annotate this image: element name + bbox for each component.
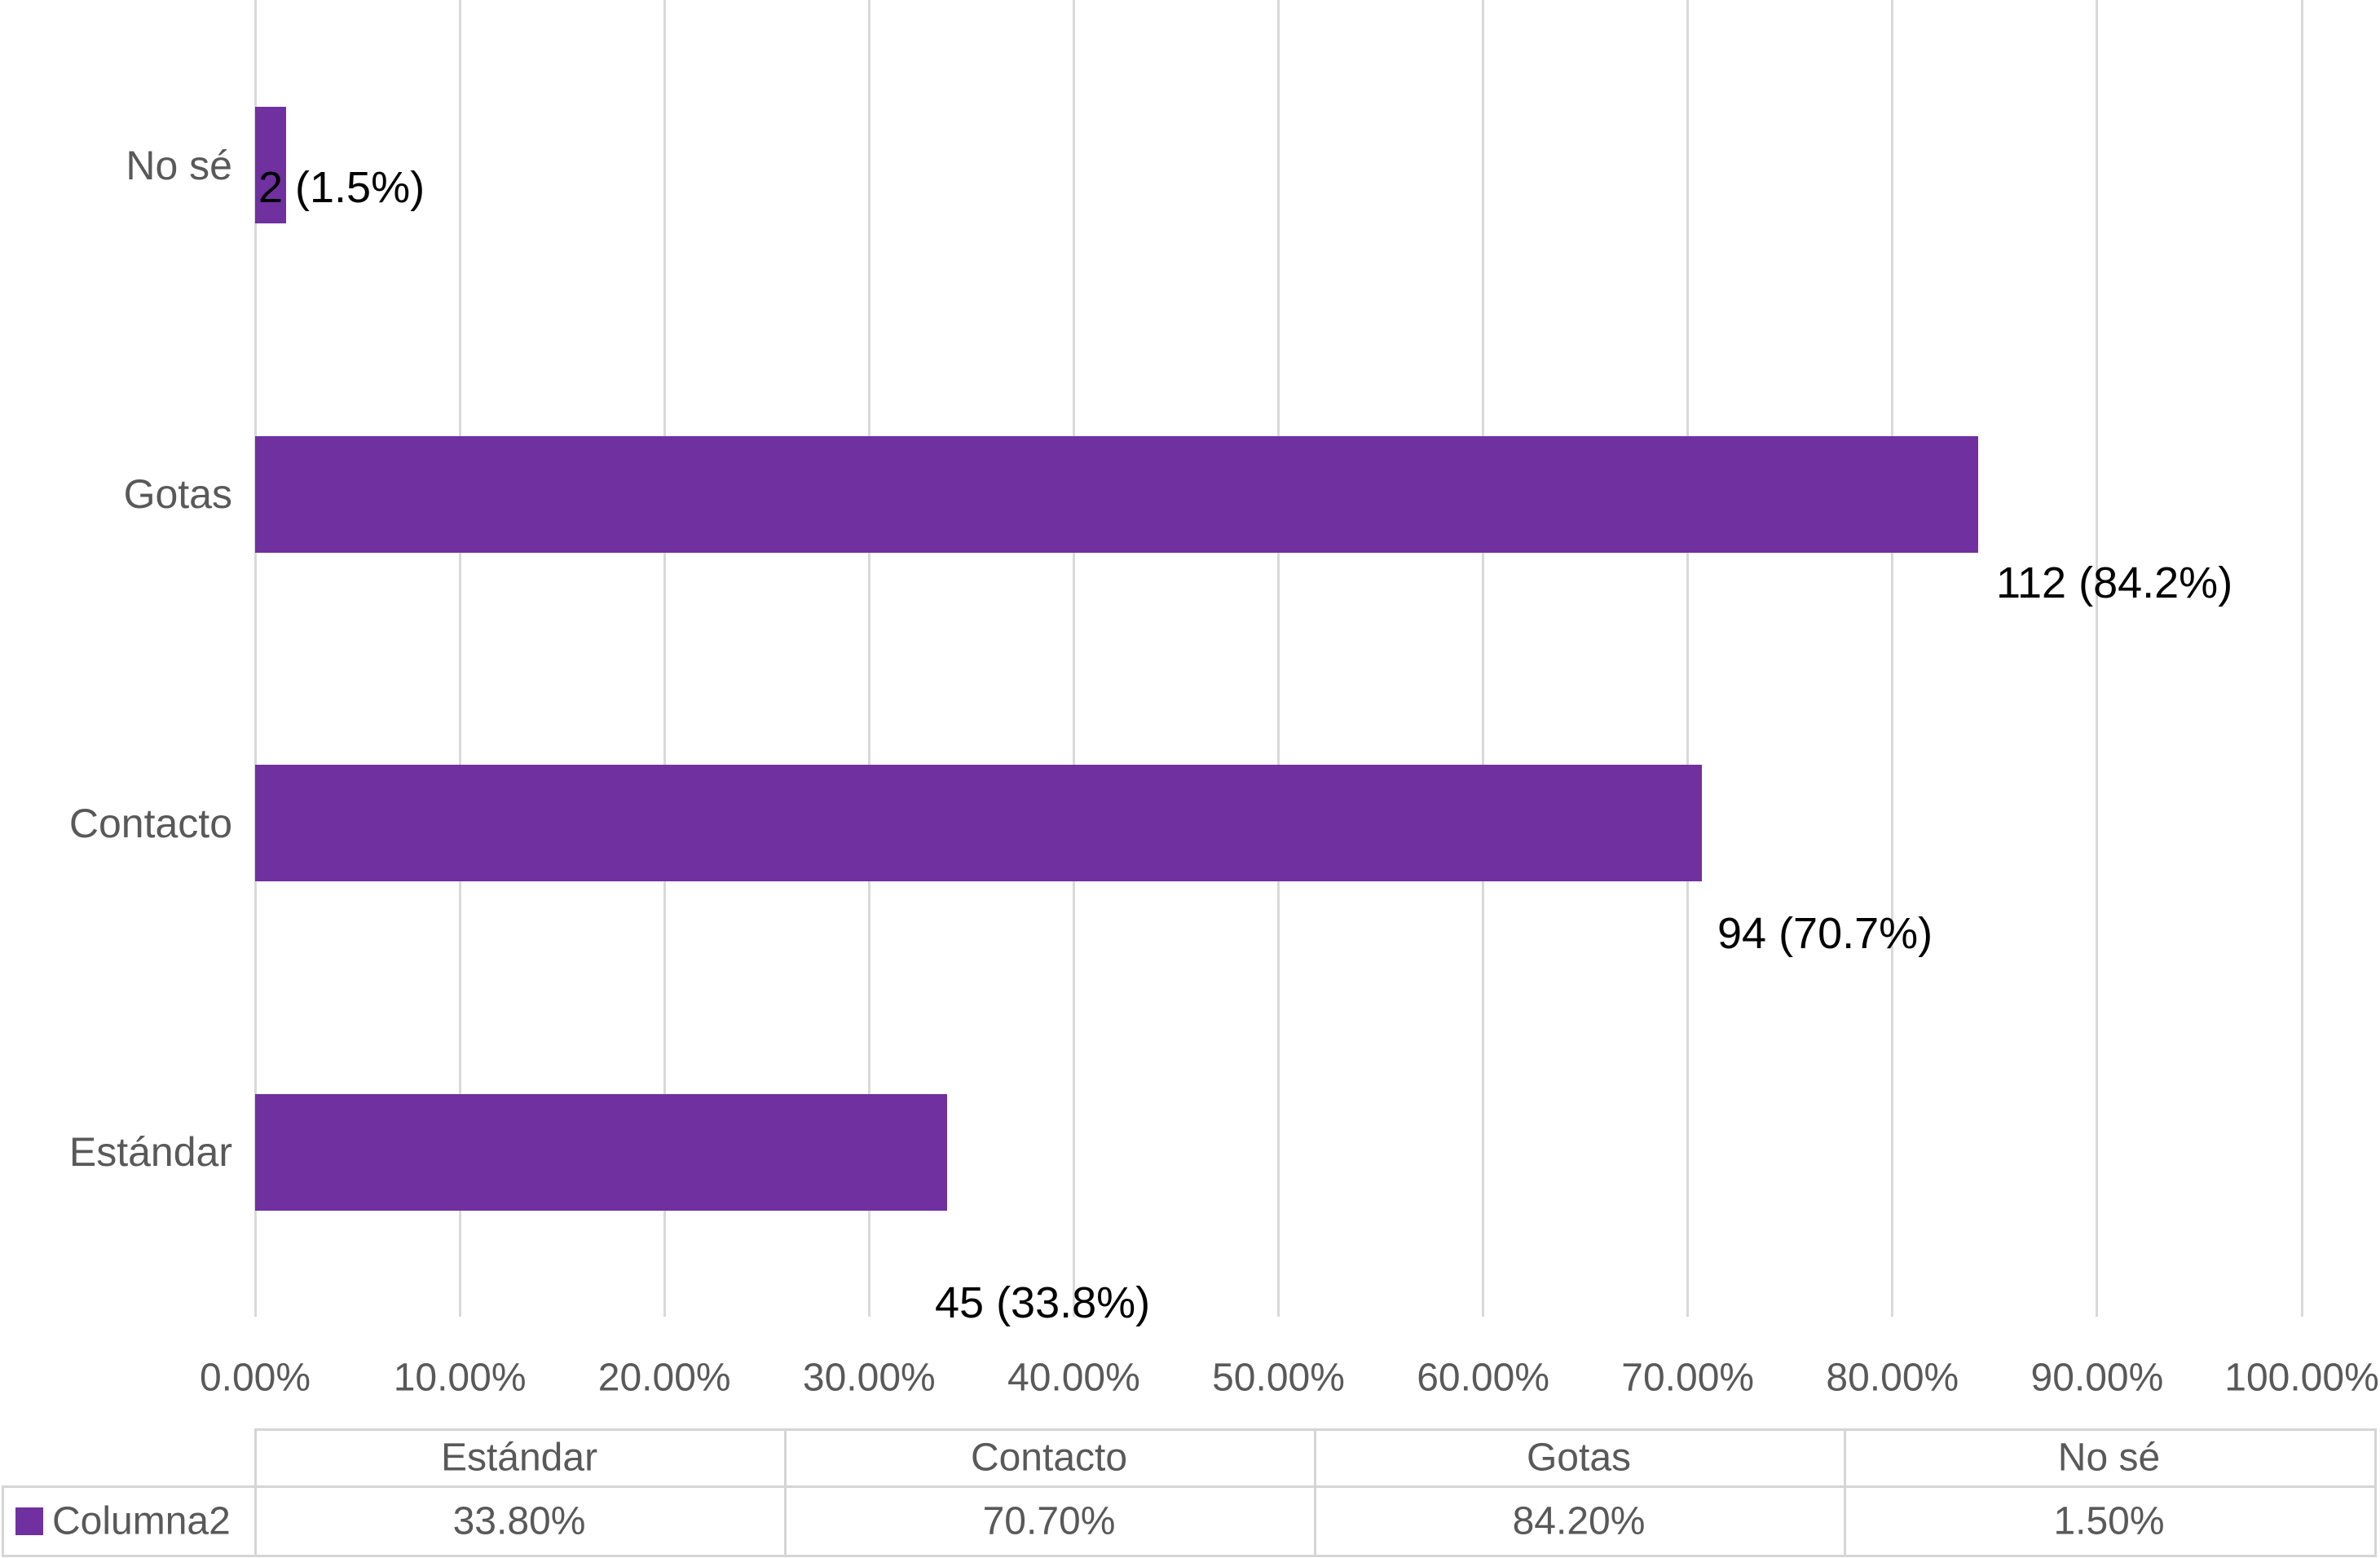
legend-color-swatch — [15, 1507, 43, 1535]
gridline — [1277, 0, 1280, 1317]
x-axis-tick-label: 80.00% — [1826, 1356, 1959, 1400]
data-label: 112 (84.2%) — [1996, 558, 2233, 607]
x-axis-tick-label: 60.00% — [1417, 1356, 1549, 1400]
gridline — [2300, 0, 2303, 1317]
x-axis-tick-label: 10.00% — [393, 1356, 527, 1400]
x-axis-tick-label: 20.00% — [597, 1356, 731, 1400]
category-label: Gotas — [123, 471, 232, 517]
table-value-cell: 33.80% — [452, 1499, 586, 1543]
gridline — [2096, 0, 2099, 1317]
table-header-cell: Estándar — [440, 1436, 598, 1480]
table-value-cell: 84.20% — [1512, 1499, 1646, 1543]
x-axis-tick-label: 90.00% — [2030, 1356, 2164, 1400]
gridline — [867, 0, 870, 1317]
table-value-cell: 70.70% — [982, 1499, 1116, 1543]
x-axis-tick-label: 100.00% — [2224, 1356, 2379, 1400]
table-header-cell: No sé — [2057, 1436, 2161, 1480]
table-border — [1844, 1429, 1846, 1556]
data-label: 45 (33.8%) — [935, 1278, 1151, 1327]
table-border — [2, 1486, 4, 1556]
bar-Contacto — [255, 765, 1702, 881]
table-header-cell: Contacto — [970, 1436, 1128, 1480]
bar-Gotas — [255, 435, 1978, 553]
table-border — [2, 1485, 2377, 1488]
table-border — [2374, 1429, 2377, 1556]
table-border — [2, 1554, 2377, 1557]
x-axis-tick-label: 50.00% — [1212, 1356, 1345, 1400]
gridline — [1891, 0, 1894, 1317]
bar-Estándar — [255, 1093, 947, 1211]
legend-series-label: Columna2 — [52, 1499, 231, 1543]
x-axis-tick-label: 70.00% — [1621, 1356, 1755, 1400]
table-border — [1314, 1429, 1316, 1556]
bar-No sé — [255, 107, 286, 223]
gridline — [1686, 0, 1690, 1317]
gridline — [1482, 0, 1485, 1317]
table-value-cell: 1.50% — [2053, 1499, 2165, 1543]
category-label: No sé — [126, 142, 232, 188]
data-label: 2 (1.5%) — [258, 163, 425, 212]
gridline — [458, 0, 461, 1317]
table-border — [254, 1429, 257, 1556]
table-border — [784, 1429, 787, 1556]
category-label: Contacto — [68, 800, 232, 846]
gridline — [663, 0, 666, 1317]
data-label: 94 (70.7%) — [1717, 909, 1933, 958]
gridline — [1072, 0, 1075, 1317]
x-axis-tick-label: 30.00% — [802, 1356, 936, 1400]
table-header-cell: Gotas — [1526, 1436, 1632, 1480]
x-axis-tick-label: 0.00% — [199, 1356, 311, 1400]
x-axis-tick-label: 40.00% — [1007, 1356, 1140, 1400]
category-label: Estándar — [68, 1129, 232, 1175]
gridline — [253, 0, 257, 1317]
